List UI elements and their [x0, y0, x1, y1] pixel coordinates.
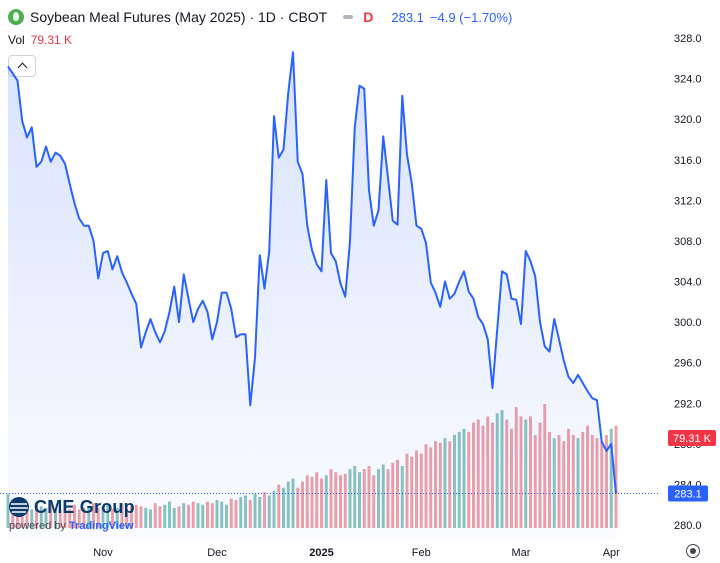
symbol-title[interactable]: Soybean Meal Futures (May 2025) · 1D · C… — [30, 9, 328, 25]
delay-flag: D — [363, 9, 374, 25]
collapse-legend-button[interactable] — [8, 55, 36, 77]
x-tick-label: Dec — [207, 547, 227, 559]
x-tick-label: 2025 — [309, 547, 333, 559]
y-tick-label: 316.0 — [674, 155, 702, 167]
volume-value-badge — [668, 430, 716, 446]
y-tick-label: 280.0 — [674, 520, 702, 532]
y-tick-label: 300.0 — [674, 317, 702, 329]
y-tick-label: 296.0 — [674, 358, 702, 370]
y-tick-label: 304.0 — [674, 277, 702, 289]
y-tick-label: 308.0 — [674, 236, 702, 248]
y-tick-label: 312.0 — [674, 195, 702, 207]
volume-bar — [614, 425, 618, 528]
x-tick-label: Mar — [512, 547, 531, 559]
volume-value: 79.31 K — [30, 33, 73, 47]
last-price-badge — [668, 485, 708, 502]
price-series-line[interactable] — [7, 51, 617, 494]
y-tick-label: 320.0 — [674, 114, 702, 126]
price-change: −4.9 (−1.70%) — [429, 9, 513, 25]
powered-by[interactable]: powered by TradingView — [9, 520, 134, 532]
y-tick-label: 324.0 — [674, 74, 702, 86]
settings-icon[interactable] — [686, 544, 700, 558]
cme-globe-icon — [9, 497, 29, 517]
volume-legend: Vol 79.31 K — [8, 33, 72, 47]
powered-by-label: powered by — [9, 520, 66, 532]
separator-dot-icon — [343, 15, 354, 19]
volume-label[interactable]: Vol — [8, 33, 25, 47]
y-tick-label: 328.0 — [674, 33, 702, 45]
cme-group-logo: CME Group — [8, 496, 135, 518]
volume-value-badge-label: 79.31 K — [673, 433, 712, 445]
tradingview-brand: TradingView — [68, 520, 134, 532]
x-tick-label: Feb — [412, 547, 431, 559]
soybean-logo-icon — [8, 9, 24, 25]
chart-header: Soybean Meal Futures (May 2025) · 1D · C… — [8, 6, 518, 28]
price-area — [8, 52, 616, 540]
last-price-badge-label: 283.1 — [674, 489, 702, 501]
x-tick-label: Nov — [93, 547, 113, 559]
last-price: 283.1 — [391, 9, 424, 25]
cme-logo-text: CME Group — [34, 496, 135, 517]
y-tick-label: 292.0 — [674, 398, 702, 410]
x-tick-label: Apr — [603, 547, 620, 559]
